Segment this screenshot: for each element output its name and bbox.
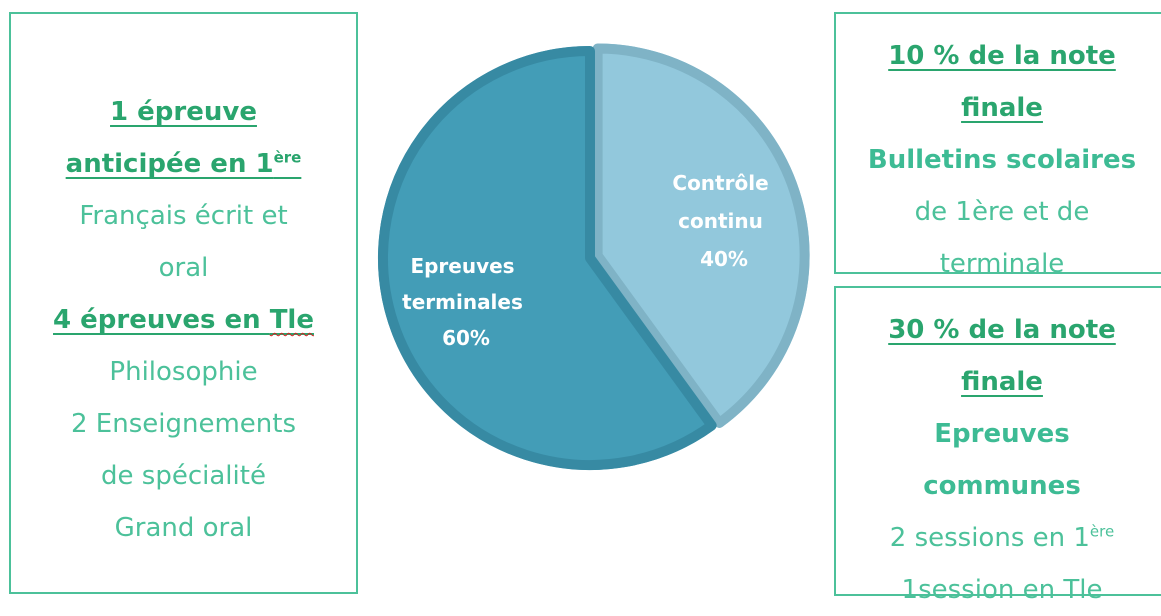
right-top-bulletins: Bulletins scolaires: [867, 145, 1137, 175]
left-line-grand-oral: Grand oral: [114, 513, 253, 543]
right-bottom-sessions-1ere: 2 sessions en 1ère: [889, 522, 1115, 553]
right-bottom-info-box: 30 % de la note finale Epreuves communes…: [834, 286, 1161, 605]
right-top-heading-2: finale: [961, 93, 1043, 123]
right-bottom-session-tle: 1session en Tle: [901, 575, 1103, 605]
pie-slice-controle-continu: [597, 43, 810, 428]
pie-label-epreuves-terminales: Epreuves terminales 60%: [402, 254, 530, 350]
left-line-francais: Français écrit et: [79, 201, 288, 231]
left-line-oral: oral: [158, 253, 209, 283]
left-heading-1-line2: anticipée en 1ère: [65, 148, 302, 179]
left-line-enseignements: 2 Enseignements: [71, 409, 296, 439]
pie-chart: Contrôle continu 40% Epreuves terminales…: [377, 43, 810, 470]
left-heading-2: 4 épreuves en Tle: [53, 305, 314, 335]
right-bottom-heading-1: 30 % de la note: [888, 315, 1116, 345]
pie-slice-epreuves-terminales: [377, 46, 715, 470]
left-line-philosophie: Philosophie: [109, 357, 258, 387]
left-line-specialite: de spécialité: [101, 461, 266, 491]
right-top-line-terminale: terminale: [939, 249, 1065, 279]
right-bottom-communes: communes: [923, 471, 1081, 501]
pie-label-controle-continu: Contrôle continu 40%: [672, 171, 775, 271]
pie-slice-epreuves-terminales-edge: [378, 46, 717, 470]
right-top-info-box: 10 % de la note finale Bulletins scolair…: [834, 12, 1161, 279]
right-top-line-1ere: de 1ère et de: [914, 197, 1090, 227]
pie-slice-controle-continu-edge: [592, 43, 810, 428]
right-top-heading-1: 10 % de la note: [888, 41, 1116, 71]
left-heading-1: 1 épreuve: [110, 97, 257, 127]
right-bottom-heading-2: finale: [961, 367, 1043, 397]
left-info-box: 1 épreuve anticipée en 1ère Français écr…: [9, 12, 358, 594]
right-bottom-epreuves: Epreuves: [934, 419, 1070, 449]
